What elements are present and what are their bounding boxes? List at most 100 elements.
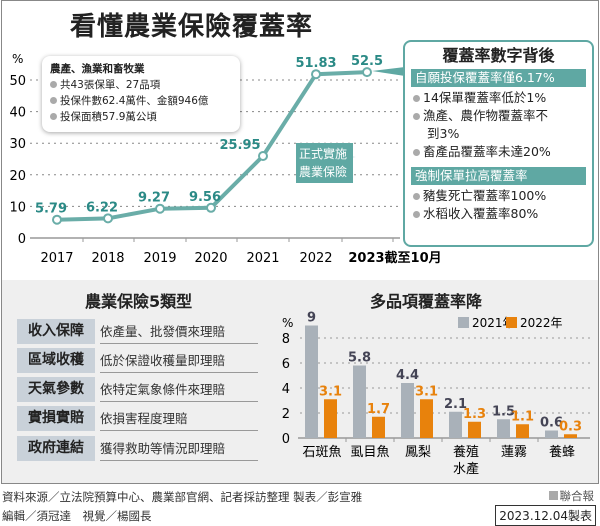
infographic-frame (1, 0, 599, 484)
bullet-icon (50, 97, 57, 104)
x-tick-label: 水產 (453, 461, 479, 477)
bar (305, 325, 318, 438)
y-tick-label: 30 (9, 137, 26, 152)
x-tick-label: 2018 (91, 251, 124, 266)
y-tick-label: 0 (282, 432, 290, 447)
bar (516, 424, 529, 438)
bar-value-label: 1.3 (463, 407, 486, 422)
item-text: 漁產、農作物覆蓋率不 (423, 108, 549, 123)
x-tick-label: 虱目魚 (350, 445, 389, 460)
x-tick-label: 蓮霧 (501, 445, 527, 460)
data-label: 51.83 (295, 56, 336, 71)
type-desc: 獲得救助等情況即理賠 (100, 436, 258, 461)
data-point (311, 69, 321, 80)
data-point (206, 202, 216, 213)
data-label: 9.56 (189, 190, 221, 205)
source-credit: 資料來源／立法院預算中心、農業部官網、記者採訪整理 製表／彭宣雅 (2, 490, 363, 504)
type-label: 實損實賠 (17, 406, 95, 431)
x-tick-label: 石斑魚 (302, 445, 341, 460)
info-item: 投保面積57.9萬公頃 (50, 109, 232, 125)
bar (564, 434, 577, 438)
data-label: 6.22 (86, 200, 118, 215)
bar (420, 399, 433, 438)
bar-value-label: 5.8 (348, 351, 371, 366)
info-text: 共43張保單、27品項 (60, 79, 161, 91)
data-label: 5.79 (35, 202, 67, 217)
bar-value-label: 2.1 (444, 397, 467, 412)
type-label: 政府連結 (17, 436, 95, 461)
data-label: 52.5 (351, 54, 383, 69)
bar-value-label: 1.1 (511, 409, 534, 424)
type-desc: 低於保證收穫量即理賠 (100, 348, 258, 373)
data-point (258, 150, 268, 161)
bar-value-label: 9 (307, 311, 316, 326)
brand: 聯合報 (548, 488, 595, 504)
list-item: 14保單覆蓋率低於1% (411, 89, 586, 107)
bar (353, 365, 366, 438)
section-bar: 自願投保覆蓋率僅6.17% (411, 69, 586, 87)
item-text: 畜產品覆蓋率未達20% (423, 144, 551, 159)
info-text: 投保面積57.9萬公頃 (60, 111, 157, 123)
bar-value-label: 0.3 (559, 419, 582, 434)
editor-credit: 編輯／須冠達 視覺／楊國長 (2, 509, 152, 523)
data-label: 25.95 (219, 138, 260, 153)
bar-value-label: 0.6 (540, 416, 563, 431)
coverage-box-title: 覆蓋率數字背後 (442, 46, 555, 65)
legend-swatch (458, 317, 469, 328)
type-row: 實損實賠 依損害程度理賠 (17, 406, 258, 431)
bar (468, 421, 481, 438)
info-box: 農產、漁業和畜牧業 共43張保單、27品項 投保件數62.4萬件、金額946億 … (42, 56, 240, 132)
callout-label: 正式實施農業保險法 (296, 143, 353, 197)
y-tick-label: 10 (9, 200, 26, 215)
info-text: 投保件數62.4萬件、金額946億 (60, 95, 209, 107)
bar (545, 430, 558, 438)
x-tick-label: 2023截至10月 (348, 250, 441, 266)
y-axis-unit: % (12, 52, 23, 66)
brand-name: 聯合報 (559, 489, 595, 503)
page-title: 看懂農業保險覆蓋率 (70, 12, 314, 42)
x-tick-label: 2021 (246, 251, 279, 266)
bar (497, 419, 510, 438)
type-row: 區域收穫 低於保證收穫量即理賠 (17, 348, 258, 373)
bar (401, 383, 414, 438)
y-tick-label: 6 (282, 357, 290, 372)
types-title: 農業保險5類型 (85, 292, 193, 311)
type-row: 天氣參數 依特定氣象條件來理賠 (17, 377, 258, 402)
item-text: 14保單覆蓋率低於1% (423, 90, 547, 105)
type-label: 收入保障 (17, 319, 95, 344)
bullet-icon (50, 81, 57, 88)
list-item: 漁產、農作物覆蓋率不 (411, 107, 586, 125)
y-tick-label: 0 (18, 232, 26, 247)
y-axis-unit: % (282, 316, 293, 330)
type-row: 收入保障 依產量、批發價來理賠 (17, 319, 258, 344)
y-tick-label: 2 (282, 407, 290, 422)
y-tick-label: 50 (9, 74, 26, 89)
y-tick-label: 8 (282, 332, 290, 347)
x-tick-label: 2019 (143, 251, 176, 266)
list-item: 豬隻死亡覆蓋率100% (411, 187, 586, 205)
bar (324, 399, 337, 438)
bar-chart-title: 多品項覆蓋率降 (370, 292, 483, 311)
x-tick-label: 2020 (194, 251, 227, 266)
info-item: 共43張保單、27品項 (50, 77, 232, 93)
x-tick-label: 2022 (299, 251, 332, 266)
bar-value-label: 3.1 (319, 384, 342, 399)
x-tick-label: 鳳梨 (405, 445, 431, 460)
y-tick-label: 20 (9, 169, 26, 184)
legend-swatch (506, 317, 517, 328)
bar-value-label: 3.1 (415, 384, 438, 399)
coverage-box: 覆蓋率數字背後 自願投保覆蓋率僅6.17% 14保單覆蓋率低於1% 漁產、農作物… (403, 40, 594, 247)
data-point (362, 67, 372, 78)
item-text: 水稻收入覆蓋率80% (423, 206, 539, 221)
bar-value-label: 4.4 (396, 368, 419, 383)
legend-label: 2022年 (520, 316, 563, 330)
line-chart: % 0 10 20 30 40 50 5.79 2017 6.22 2018 9.27 2019 9.56… (9, 52, 441, 266)
list-item: 水稻收入覆蓋率80% (411, 205, 586, 223)
bullet-icon (50, 113, 57, 120)
date-stamp: 2023.12.04製表 (495, 505, 596, 526)
bottom-panel (2, 280, 598, 483)
info-heading: 農產、漁業和畜牧業 (50, 63, 145, 75)
y-tick-label: 4 (282, 382, 290, 397)
list-item-cont: 到3% (427, 126, 460, 141)
bar-value-label: 1.5 (492, 404, 515, 419)
